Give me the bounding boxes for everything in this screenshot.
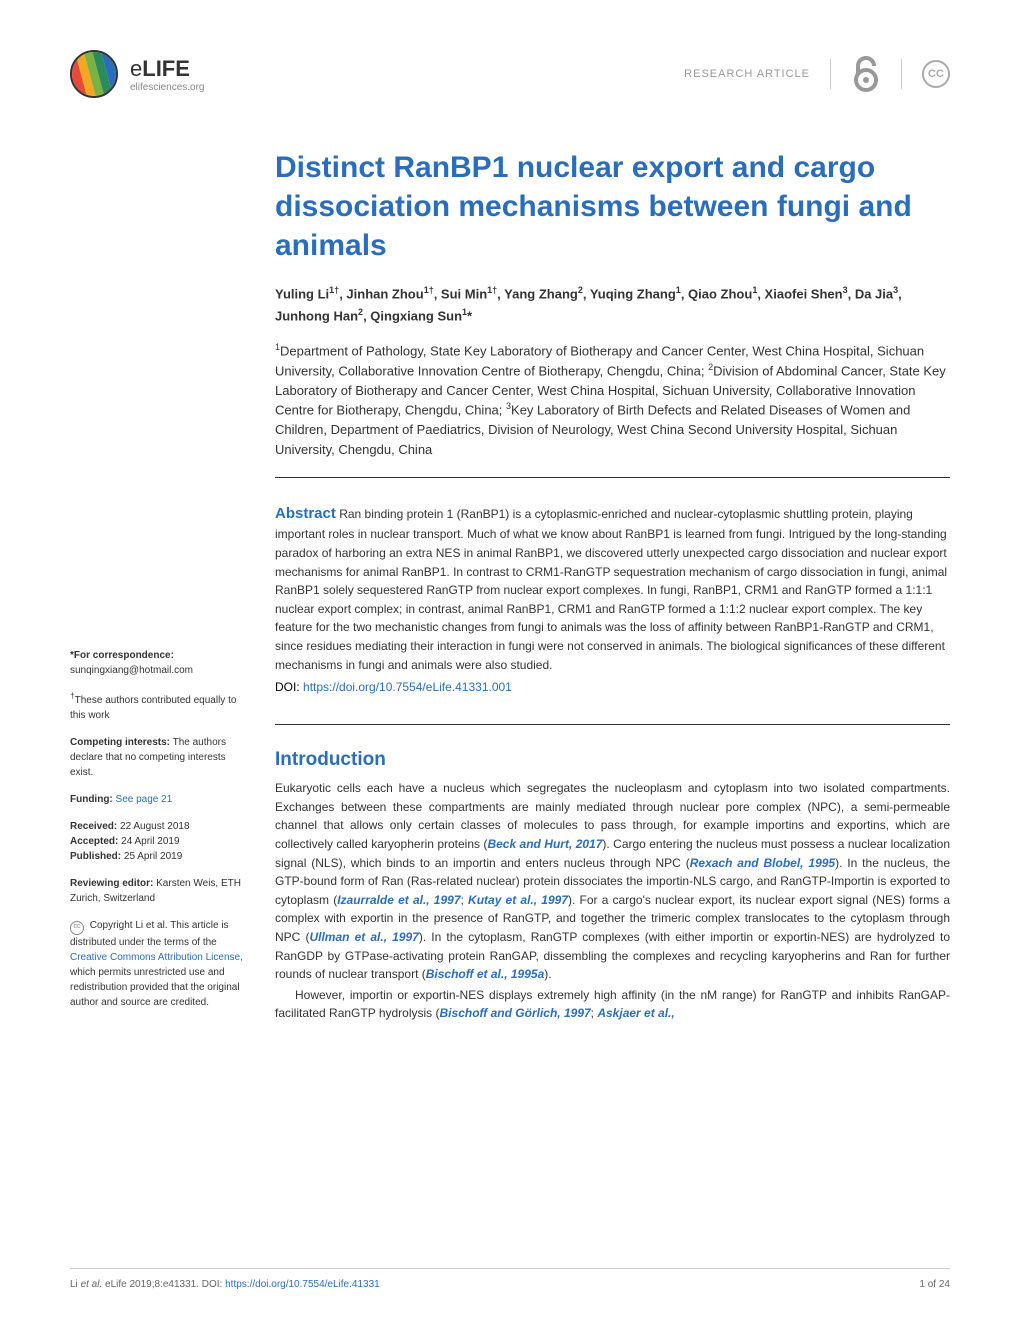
citation-link[interactable]: Beck and Hurt, 2017 <box>487 837 602 851</box>
copyright-link[interactable]: Creative Commons Attribution License, <box>70 952 243 963</box>
copyright-pre: Copyright Li et al. This article is dist… <box>70 920 229 947</box>
abstract-label: Abstract <box>275 505 336 522</box>
published-label: Published: <box>70 851 121 862</box>
published-date: 25 April 2019 <box>121 851 182 862</box>
logo-e: e <box>130 56 142 81</box>
page-header: eLIFE elifesciences.org RESEARCH ARTICLE… <box>70 50 950 98</box>
funding-link[interactable]: See page 21 <box>116 794 173 805</box>
equal-contribution: †These authors contributed equally to th… <box>70 690 245 723</box>
logo-section: eLIFE elifesciences.org <box>70 50 204 98</box>
equal-contrib-text: †These authors contributed equally to th… <box>70 695 236 721</box>
citation-link[interactable]: Bischoff and Görlich, 1997 <box>440 1006 591 1020</box>
logo-stripes <box>70 50 118 98</box>
citation-link[interactable]: Kutay et al., 1997 <box>468 893 568 907</box>
reviewing-editor: Reviewing editor: Karsten Weis, ETH Zuri… <box>70 876 245 906</box>
competing-label: Competing interests: <box>70 737 170 748</box>
footer-doi-link[interactable]: https://doi.org/10.7554/eLife.41331 <box>225 1279 380 1290</box>
correspondence-email[interactable]: sunqingxiang@hotmail.com <box>70 665 193 676</box>
introduction-text: Eukaryotic cells each have a nucleus whi… <box>275 779 950 1023</box>
authors: Yuling Li1†, Jinhan Zhou1†, Sui Min1†, Y… <box>275 283 950 327</box>
funding-label: Funding: <box>70 794 113 805</box>
accepted-label: Accepted: <box>70 836 118 847</box>
received-label: Received: <box>70 821 117 832</box>
divider <box>901 59 902 89</box>
logo-name: eLIFE <box>130 56 204 82</box>
funding: Funding: See page 21 <box>70 792 245 807</box>
abstract: Abstract Ran binding protein 1 (RanBP1) … <box>275 502 950 674</box>
divider-rule <box>275 477 950 478</box>
divider <box>830 59 831 89</box>
reviewing-label: Reviewing editor: <box>70 878 153 889</box>
accepted-date: 24 April 2019 <box>118 836 179 847</box>
copyright-post: which permits unrestricted use and redis… <box>70 967 240 1008</box>
correspondence: *For correspondence: sunqingxiang@hotmai… <box>70 648 245 678</box>
intro-paragraph-1: Eukaryotic cells each have a nucleus whi… <box>275 779 950 984</box>
citation-link[interactable]: Izaurralde et al., 1997 <box>337 893 460 907</box>
citation-link[interactable]: Ullman et al., 1997 <box>309 930 418 944</box>
logo-subtitle[interactable]: elifesciences.org <box>130 82 204 93</box>
correspondence-label: *For correspondence: <box>70 650 174 661</box>
affiliations: 1Department of Pathology, State Key Labo… <box>275 341 950 459</box>
abstract-text: Ran binding protein 1 (RanBP1) is a cyto… <box>275 507 947 671</box>
logo-text: eLIFE elifesciences.org <box>130 56 204 93</box>
logo-rest: LIFE <box>142 56 190 81</box>
header-right: RESEARCH ARTICLE CC <box>684 56 950 92</box>
cc-license-icon: CC <box>922 60 950 88</box>
page-number: 1 of 24 <box>919 1279 950 1290</box>
copyright: cc Copyright Li et al. This article is d… <box>70 918 245 1009</box>
elife-logo-icon <box>70 50 118 98</box>
citation-link[interactable]: Bischoff et al., 1995a <box>426 967 545 981</box>
dates: Received: 22 August 2018 Accepted: 24 Ap… <box>70 819 245 864</box>
doi-label: DOI: <box>275 680 300 694</box>
article-body: Distinct RanBP1 nuclear export and cargo… <box>275 148 950 1025</box>
intro-paragraph-2: However, importin or exportin-NES displa… <box>275 986 950 1023</box>
article-doi: DOI: https://doi.org/10.7554/eLife.41331… <box>275 680 950 694</box>
article-title: Distinct RanBP1 nuclear export and cargo… <box>275 148 950 265</box>
cc-small-icon: cc <box>70 921 84 935</box>
doi-link[interactable]: https://doi.org/10.7554/eLife.41331.001 <box>303 680 512 694</box>
citation-link[interactable]: Rexach and Blobel, 1995 <box>690 856 835 870</box>
competing-interests: Competing interests: The authors declare… <box>70 735 245 780</box>
open-access-icon <box>851 56 881 92</box>
divider-rule <box>275 724 950 725</box>
main-content: *For correspondence: sunqingxiang@hotmai… <box>70 148 950 1025</box>
article-type-label: RESEARCH ARTICLE <box>684 68 810 80</box>
received-date: 22 August 2018 <box>117 821 189 832</box>
citation-link[interactable]: Askjaer et al., <box>597 1006 674 1020</box>
footer-citation: Li et al. eLife 2019;8:e41331. DOI: http… <box>70 1279 380 1290</box>
page-footer: Li et al. eLife 2019;8:e41331. DOI: http… <box>70 1268 950 1290</box>
introduction-heading: Introduction <box>275 749 950 771</box>
sidebar: *For correspondence: sunqingxiang@hotmai… <box>70 148 245 1025</box>
